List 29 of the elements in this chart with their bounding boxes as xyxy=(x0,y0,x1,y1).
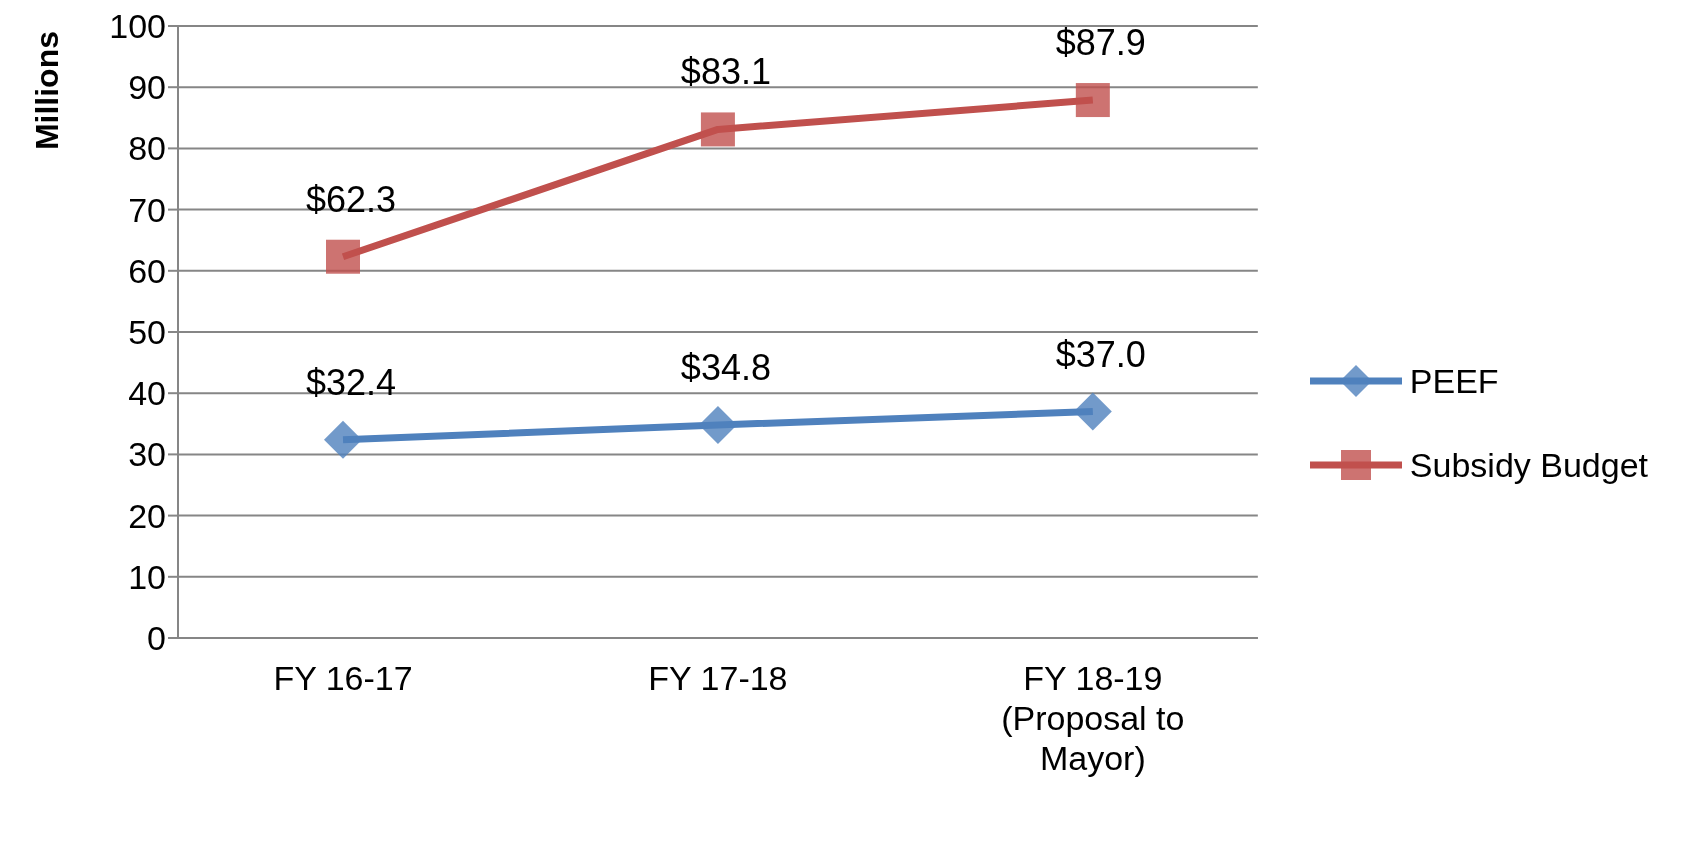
point xyxy=(326,239,360,274)
legend-label: PEEF xyxy=(1409,361,1499,401)
y-tick-label: 100 xyxy=(109,7,166,46)
data-label: $37.0 xyxy=(1055,333,1146,375)
point xyxy=(698,406,737,445)
point xyxy=(324,420,362,459)
data-label: $62.3 xyxy=(305,178,397,220)
x-tick-label: FY 17-18 xyxy=(648,659,788,697)
data-label: $87.9 xyxy=(1055,22,1146,64)
y-axis-title: Millions xyxy=(29,31,65,151)
y-tick-label: 0 xyxy=(147,619,166,658)
data-label: $32.4 xyxy=(305,361,397,403)
y-tick-label: 40 xyxy=(128,374,166,413)
y-tick-label: 90 xyxy=(128,68,166,107)
legend-label: Subsidy Budget xyxy=(1409,445,1648,485)
y-tick-label: 50 xyxy=(128,313,166,352)
y-tick-label: 30 xyxy=(128,435,166,474)
point xyxy=(700,112,735,147)
x-tick-label: FY 18-19 (Proposal to Mayor) xyxy=(1001,659,1185,777)
x-tick-label: FY 16-17 xyxy=(273,659,413,697)
y-tick-label: 70 xyxy=(128,190,166,229)
y-tick-label: 10 xyxy=(128,557,166,596)
y-tick-label: 20 xyxy=(128,496,166,535)
point xyxy=(1075,83,1110,118)
data-label: $83.1 xyxy=(680,51,771,93)
y-tick-label: 60 xyxy=(128,251,166,290)
y-tick-label: 80 xyxy=(128,129,166,168)
data-label: $34.8 xyxy=(680,347,771,389)
point xyxy=(1073,392,1112,431)
